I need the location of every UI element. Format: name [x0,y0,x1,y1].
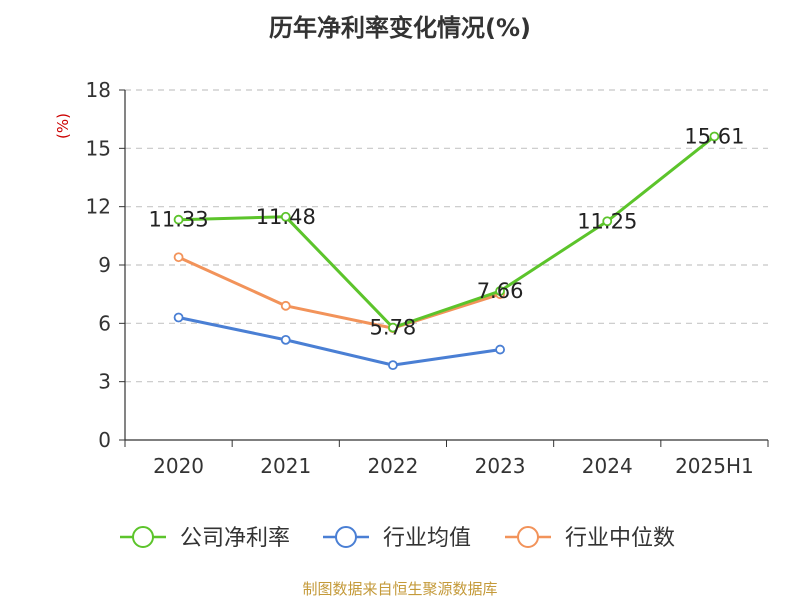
legend-label: 行业中位数 [565,526,675,551]
y-tick-label: 12 [86,195,111,219]
data-label: 7.66 [477,279,524,303]
y-tick-label: 0 [98,428,111,452]
data-point [495,286,505,296]
x-tick-label: 2025H1 [675,454,754,478]
y-tick-label: 18 [86,78,111,102]
data-labels: 11.33 11.48 5.78 7.66 11.25 15.61 [149,124,745,339]
x-tick-label: 2021 [260,454,311,478]
legend-marker [517,526,539,548]
series-line [178,316,501,367]
data-point [173,252,184,263]
data-point [280,211,291,222]
x-tick-label: 2023 [475,454,526,478]
data-label: 11.48 [256,205,316,229]
x-tick-labels: 2020 2021 2022 2023 2024 2025H1 [153,454,754,478]
y-tick-label: 9 [98,253,111,277]
y-tick-label: 15 [86,136,111,160]
data-point [388,322,398,333]
chart-title: 历年净利率变化情况(%) [269,14,531,42]
legend-label: 公司净利率 [180,526,290,551]
data-point [388,360,398,371]
data-label: 11.25 [577,209,637,233]
x-tick-label: 2024 [582,454,633,478]
data-point [173,312,184,323]
legend-marker [335,526,357,548]
data-point [495,344,505,355]
data-label: 11.33 [149,208,209,232]
axes [119,89,769,447]
y-tick-labels: 0 3 6 9 12 15 18 [86,78,111,452]
legend: 公司净利率 行业均值 行业中位数 [120,526,675,551]
data-point [280,300,291,311]
grid-lines [125,89,768,383]
y-tick-label: 3 [98,370,111,394]
data-point [709,131,720,142]
source-footer: 制图数据来自恒生聚源数据库 [302,580,498,598]
data-point [280,334,291,345]
x-tick-label: 2022 [367,454,418,478]
y-axis-label: (%) [54,113,72,139]
data-label: 15.61 [684,124,744,148]
data-label: 5.78 [370,316,417,340]
data-point [173,214,184,225]
legend-marker [132,526,154,548]
legend-label: 行业均值 [383,526,471,551]
data-point [602,216,613,227]
series-lines [173,131,720,371]
series-line [177,255,501,330]
x-tick-label: 2020 [153,454,204,478]
y-tick-label: 6 [98,311,111,335]
series-line [178,135,716,330]
